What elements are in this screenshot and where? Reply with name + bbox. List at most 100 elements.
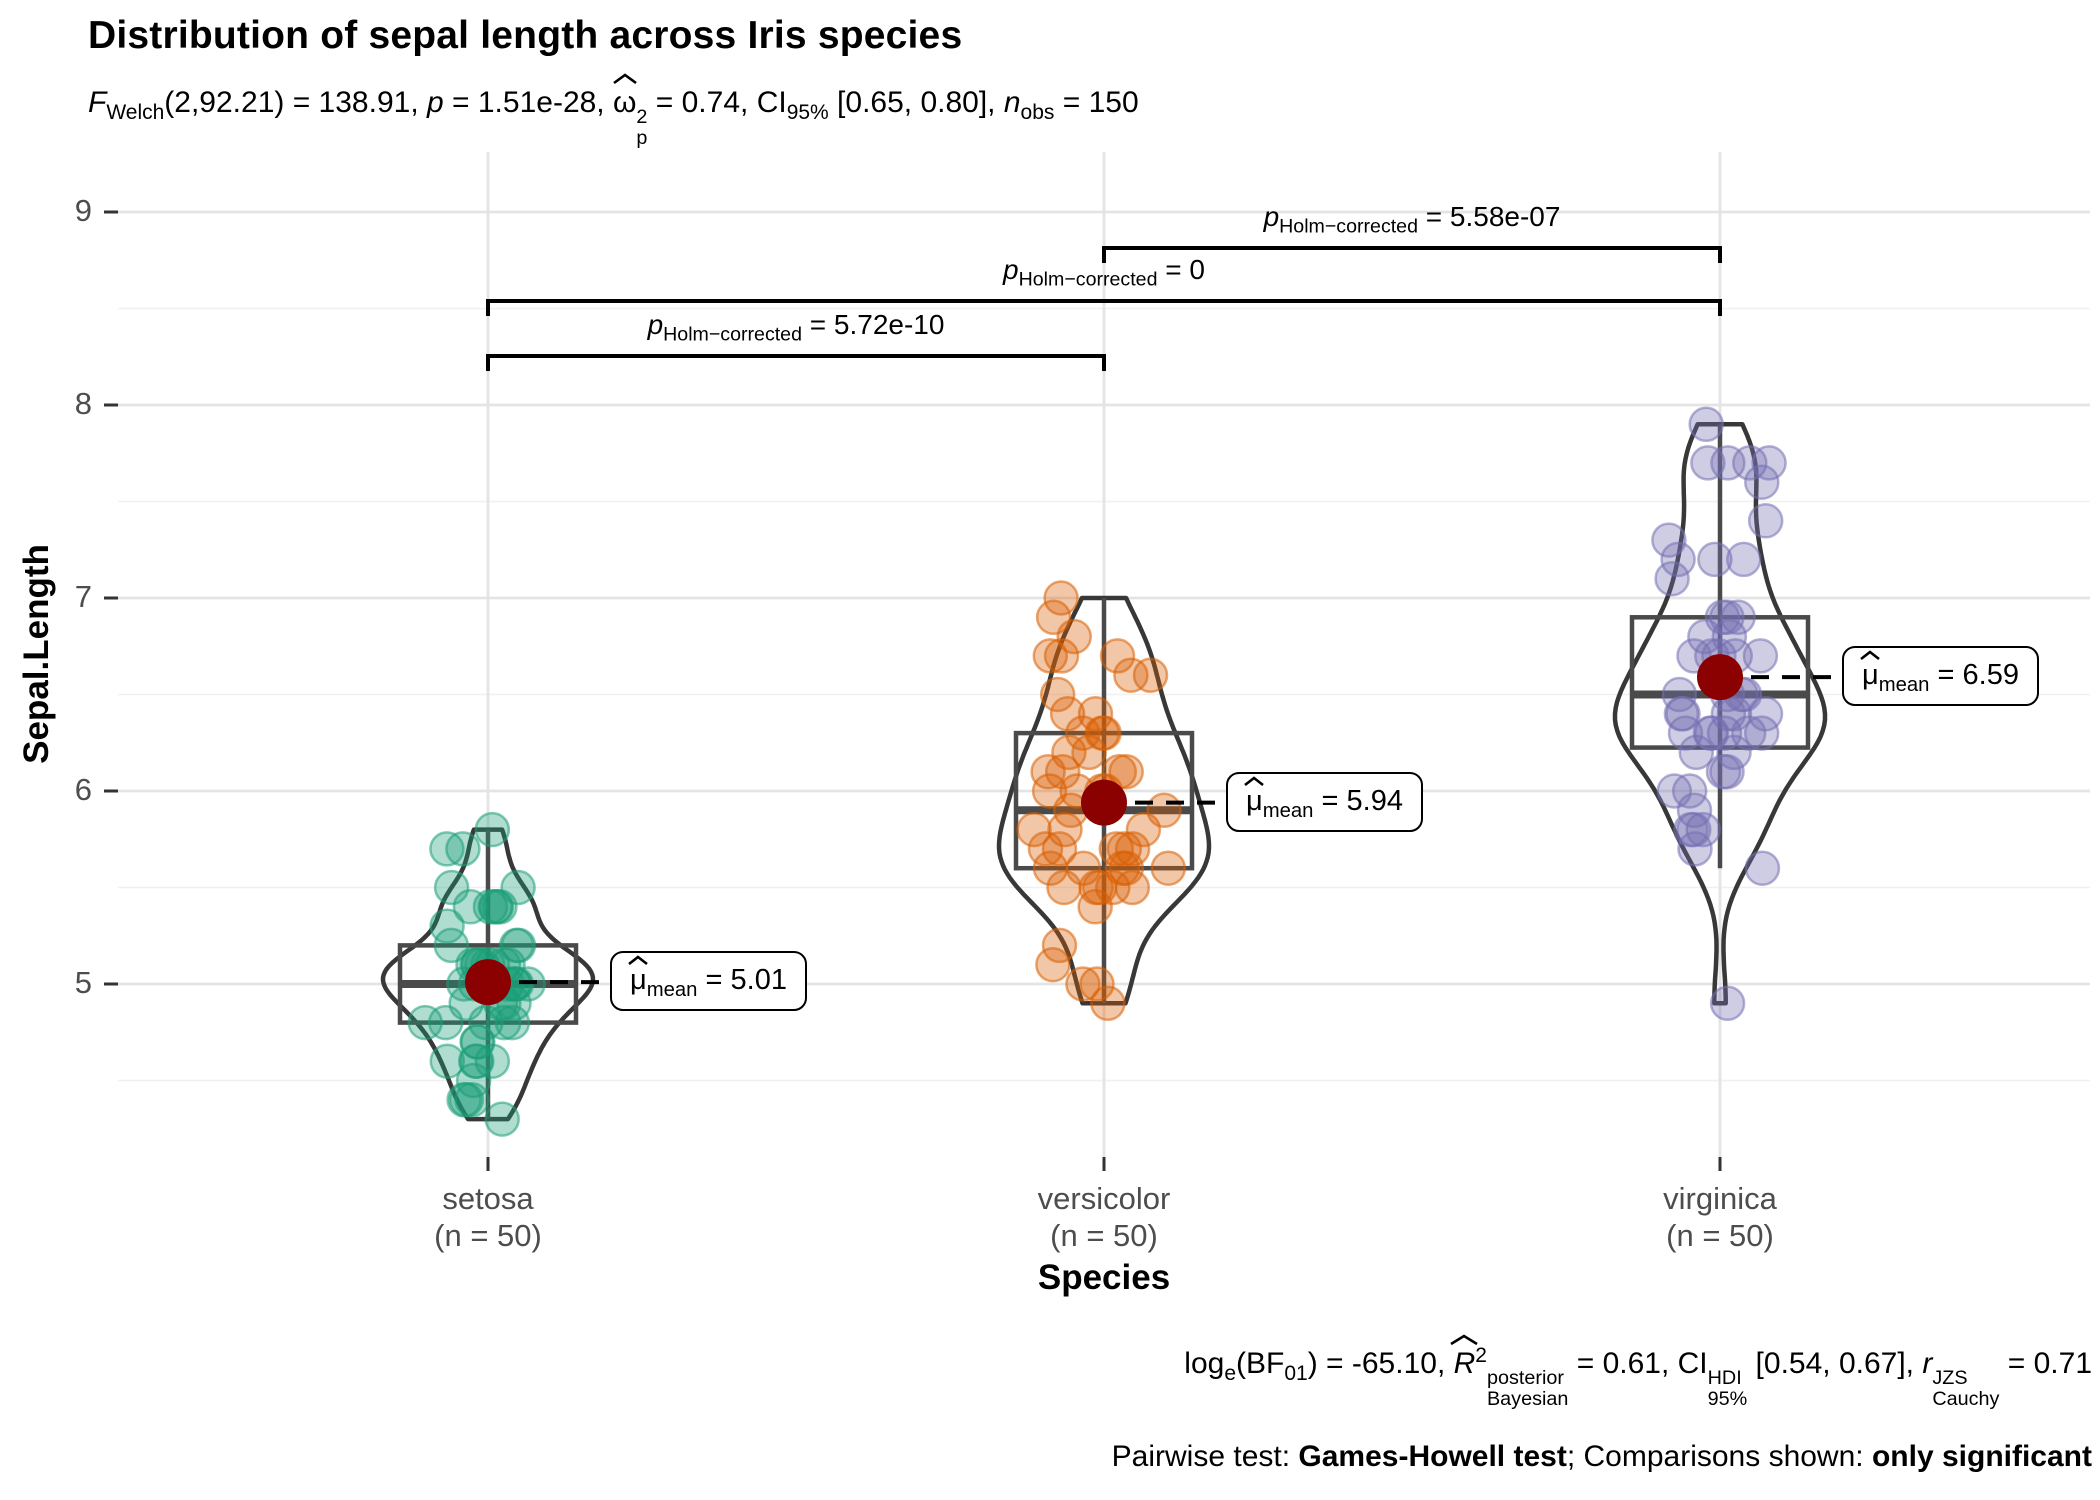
- data-point-versicolor: [1041, 927, 1078, 964]
- data-point-virginica: [1744, 850, 1781, 886]
- omega-hat: ω: [612, 73, 637, 120]
- data-point-versicolor: [1113, 657, 1149, 693]
- data-point-virginica: [1705, 753, 1742, 790]
- data-point-versicolor: [1043, 638, 1080, 674]
- pairwise-p-label-versicolor-virginica: pHolm−corrected = 5.58e-07: [1263, 201, 1561, 238]
- data-point-versicolor: [1039, 676, 1076, 713]
- data-point-setosa: [429, 1043, 466, 1079]
- stat-CI: CI: [756, 86, 787, 119]
- data-point-versicolor: [1108, 753, 1144, 790]
- data-point-virginica: [1687, 618, 1723, 655]
- y-tick-label: 9: [74, 193, 92, 228]
- violin-setosa: [380, 827, 596, 1122]
- data-point-virginica: [1651, 522, 1687, 558]
- data-point-versicolor: [1077, 696, 1114, 732]
- data-point-virginica: [1725, 541, 1762, 578]
- data-point-virginica: [1654, 560, 1690, 597]
- data-point-setosa: [460, 1024, 496, 1060]
- data-point-versicolor: [1150, 850, 1187, 886]
- hat-icon: [628, 955, 649, 966]
- significance-bracket: [486, 354, 1106, 371]
- stat-F: F: [88, 86, 107, 119]
- data-point-virginica: [1732, 445, 1768, 481]
- x-tick-label-versicolor: versicolor (n = 50): [1037, 1181, 1171, 1253]
- data-point-virginica: [1692, 715, 1729, 751]
- data-point-versicolor: [1077, 889, 1113, 925]
- data-point-versicolor: [1030, 753, 1066, 790]
- data-point-versicolor: [1114, 869, 1151, 906]
- data-point-versicolor: [1032, 638, 1069, 674]
- data-point-versicolor: [1146, 792, 1182, 829]
- data-point-virginica: [1706, 715, 1743, 751]
- data-point-virginica: [1743, 715, 1780, 751]
- data-point-setosa: [494, 1004, 531, 1041]
- stat-n: n: [1003, 86, 1021, 119]
- mean-label-versicolor: μmean = 5.94: [1226, 771, 1423, 832]
- y-tick-label: 8: [74, 386, 92, 421]
- data-point-setosa: [427, 1004, 464, 1041]
- x-tick-label-setosa: setosa (n = 50): [434, 1181, 542, 1253]
- stat-p: p: [427, 86, 444, 119]
- mean-label-virginica: μmean = 6.59: [1842, 646, 2039, 707]
- y-tick-label: 5: [74, 965, 92, 1000]
- y-tick-label: 7: [74, 579, 92, 614]
- data-point-versicolor: [1065, 966, 1101, 1002]
- data-point-virginica: [1720, 599, 1756, 636]
- data-point-setosa: [500, 927, 537, 964]
- data-point-versicolor: [1016, 811, 1052, 848]
- data-point-virginica: [1697, 541, 1733, 578]
- hat-icon: [1244, 775, 1265, 786]
- data-point-virginica: [1688, 406, 1724, 443]
- data-point-versicolor: [1078, 869, 1114, 906]
- data-point-virginica: [1660, 541, 1696, 578]
- data-point-versicolor: [1056, 618, 1092, 655]
- data-point-versicolor: [1132, 657, 1169, 693]
- pairwise-test-caption: Pairwise test: Games-Howell test; Compar…: [1111, 1440, 2092, 1473]
- boxplot-box-versicolor: [1013, 730, 1195, 871]
- data-point-setosa: [468, 1004, 504, 1041]
- data-point-versicolor: [1031, 773, 1068, 809]
- data-point-virginica: [1665, 696, 1701, 732]
- data-point-virginica: [1676, 792, 1713, 829]
- data-point-versicolor: [1043, 580, 1079, 616]
- data-point-versicolor: [1071, 734, 1107, 771]
- hat-icon: [1860, 650, 1881, 661]
- data-point-setosa: [484, 1101, 520, 1137]
- data-point-setosa: [474, 811, 511, 848]
- x-axis-title: Species: [1037, 1258, 1171, 1297]
- pairwise-p-label-setosa-virginica: pHolm−corrected = 0: [1003, 254, 1205, 291]
- data-point-setosa: [459, 1043, 495, 1079]
- data-point-setosa: [433, 869, 470, 906]
- data-point-virginica: [1716, 696, 1753, 732]
- mean-point-versicolor: [1081, 779, 1127, 826]
- data-point-virginica: [1709, 985, 1746, 1022]
- hat-icon: [1450, 1334, 1479, 1346]
- data-point-versicolor: [1065, 850, 1102, 886]
- data-point-versicolor: [1047, 811, 1083, 848]
- data-point-versicolor: [1099, 638, 1136, 674]
- data-point-versicolor: [1114, 831, 1151, 867]
- data-point-virginica: [1678, 734, 1715, 771]
- pairwise-p-label-setosa-versicolor: pHolm−corrected = 5.72e-10: [647, 309, 945, 346]
- data-point-versicolor: [1106, 831, 1143, 867]
- data-point-versicolor: [1035, 946, 1071, 983]
- data-point-virginica: [1716, 734, 1752, 771]
- y-tick-label: 6: [74, 772, 92, 807]
- significance-bracket: [1102, 246, 1722, 263]
- data-point-virginica: [1751, 445, 1787, 481]
- data-point-versicolor: [1079, 966, 1115, 1002]
- bayes-caption: loge(BF01) = -65.10, R2 posterior Bayesian…: [1184, 1334, 2092, 1409]
- data-point-setosa: [429, 908, 465, 944]
- data-point-virginica: [1744, 464, 1780, 500]
- data-point-setosa: [448, 1082, 485, 1118]
- hat-icon: [612, 73, 637, 85]
- data-point-virginica: [1742, 638, 1779, 674]
- data-point-versicolor: [1108, 850, 1145, 886]
- subtitle-statistics: FWelch(2,92.21) = 138.91, p = 1.51e-28, …: [88, 73, 1139, 148]
- data-point-setosa: [429, 831, 465, 867]
- data-point-versicolor: [1065, 715, 1101, 751]
- mean-point-virginica: [1697, 654, 1743, 701]
- data-point-versicolor: [1044, 753, 1081, 790]
- data-point-virginica: [1730, 715, 1767, 751]
